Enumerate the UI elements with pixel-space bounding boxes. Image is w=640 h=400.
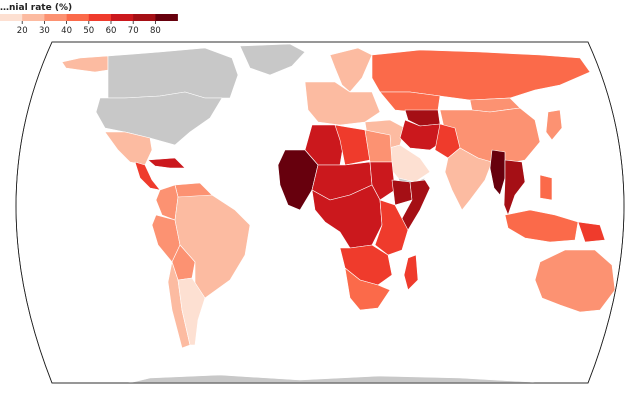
legend-tick-label: 80 [150, 26, 161, 36]
region-brazil: Brazil [174, 194, 251, 299]
region-scandinavia: Scandinavia [329, 47, 373, 93]
region-argentina: Argentina [177, 277, 206, 346]
region-indonesia: Indonesia [504, 209, 579, 243]
legend-tick-label: 20 [17, 26, 28, 36]
legend-tick-label: 60 [106, 26, 117, 36]
legend-tick-label: 40 [61, 26, 72, 36]
region-somalia: Somalia [399, 179, 431, 231]
region-australia: Australia [534, 249, 616, 313]
region-myanmar: Myanmar [489, 149, 506, 196]
region-central-africa: Central Africa [311, 184, 383, 249]
globe-border [15, 41, 625, 384]
legend-swatch [22, 14, 45, 21]
region-new-zealand: New Zealand [611, 314, 624, 341]
legend-swatch [111, 14, 134, 21]
legend: …nial rate (%) 20 30 40 50 60 70 80 [0, 3, 178, 36]
region-philippines: Philippines [539, 174, 553, 201]
region-united-states: United States [95, 91, 223, 146]
region-east-africa: East Africa [374, 199, 409, 256]
region-europe: Europe [304, 81, 381, 126]
region-papua-new-guinea: Papua New Guinea [577, 221, 606, 243]
region-south-africa: South Africa [344, 267, 391, 311]
region-greenland: Greenland [239, 43, 306, 76]
legend-title: …nial rate (%) [0, 3, 72, 13]
region-thailand: Thailand [503, 159, 526, 216]
legend-swatches [0, 14, 178, 21]
legend-swatch [88, 14, 112, 21]
legend-swatch [44, 14, 67, 21]
region-west-africa: West Africa [277, 149, 319, 211]
legend-swatch [0, 14, 23, 21]
region-sudan: Sudan [369, 161, 396, 201]
legend-tick-label: 70 [128, 26, 139, 36]
region-japan: Japan [545, 109, 563, 141]
legend-swatch [66, 14, 90, 21]
legend-tick-label: 30 [39, 26, 50, 36]
region-libya: Libya [334, 124, 371, 166]
legend-swatch [133, 14, 156, 21]
legend-swatch [155, 14, 178, 21]
legend-ticks: 20 30 40 50 60 70 80 [17, 21, 161, 36]
region-mexico: Mexico [104, 131, 153, 166]
region-alaska: Alaska [61, 55, 109, 73]
region-madagascar: Madagascar [403, 254, 419, 291]
region-antarctica: Antarctica [99, 374, 561, 383]
legend-tick-label: 50 [83, 26, 94, 36]
region-caribbean: Caribbean [147, 157, 186, 169]
region-india: India [444, 147, 493, 211]
region-canada: Greenland [107, 47, 239, 99]
region-egypt: Egypt [364, 129, 393, 163]
